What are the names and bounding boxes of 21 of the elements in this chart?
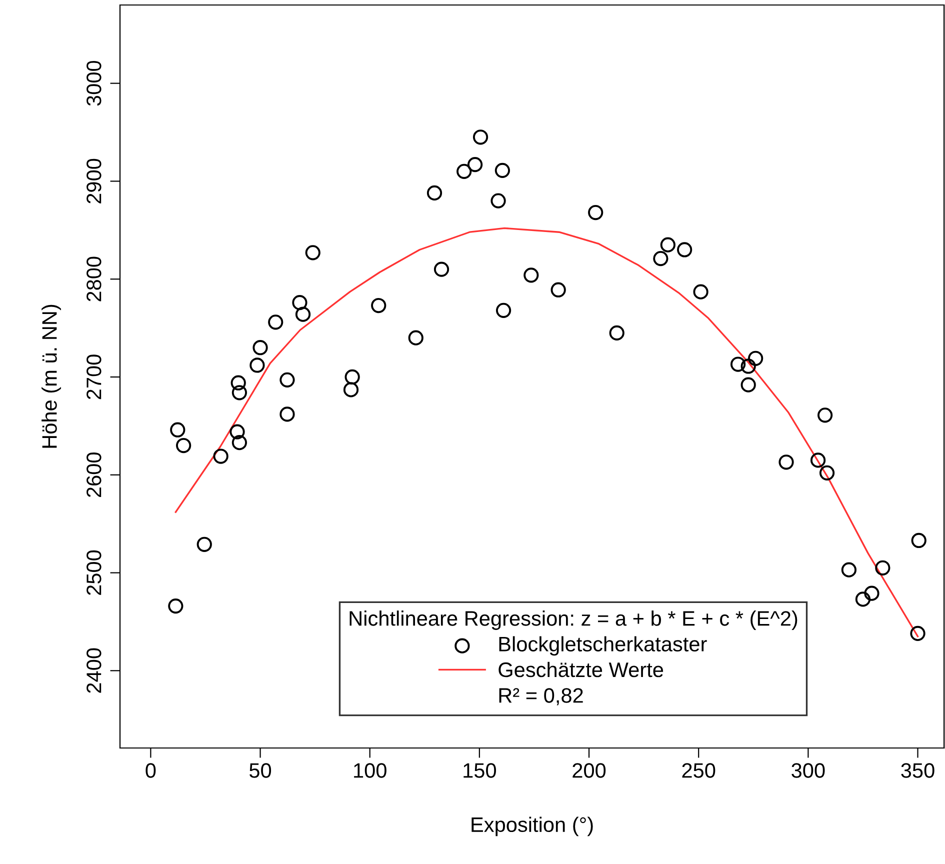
y-tick-label: 3000 <box>86 60 102 106</box>
x-tick-label: 200 <box>572 763 606 778</box>
x-tick-label: 300 <box>792 763 825 778</box>
y-tick-label: 2900 <box>86 158 102 204</box>
y-tick-label: 2700 <box>86 354 102 400</box>
annotation: R² = 0,82 <box>499 688 583 706</box>
y-tick-label: 2600 <box>86 452 102 498</box>
x-tick-label: 50 <box>250 763 272 778</box>
y-tick-label: 2400 <box>86 648 102 693</box>
x-axis-title: Exposition (°) <box>472 816 593 836</box>
legend-title: Nichtlineare Regression: z = a + b * E + c * (E^2) <box>350 610 798 630</box>
y-tick-label: 2500 <box>86 550 102 595</box>
x-tick-label: 150 <box>464 763 496 778</box>
x-tick-label: 0 <box>146 763 156 778</box>
legend-label: Geschätzte Werte <box>498 662 664 678</box>
x-tick-label: 100 <box>354 763 386 778</box>
x-tick-label: 350 <box>901 763 934 778</box>
x-tick-label: 250 <box>682 763 716 778</box>
y-tick-label: 2800 <box>86 256 102 302</box>
y-axis-title: Höhe (m ü. NN) <box>42 304 61 448</box>
legend-label: Blockgletscherkataster <box>499 636 707 656</box>
